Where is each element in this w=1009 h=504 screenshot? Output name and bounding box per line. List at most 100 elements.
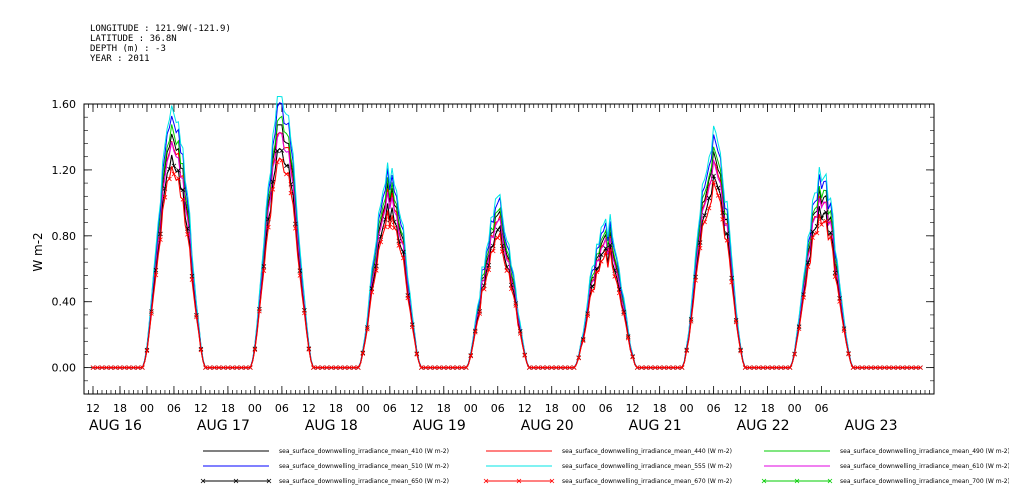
- day-label: AUG 16: [89, 418, 142, 434]
- x-tick-label: 06: [275, 402, 289, 415]
- series-marker: [868, 365, 874, 370]
- series-marker: [864, 365, 869, 370]
- series-marker: [203, 365, 208, 370]
- legend-entry: sea_surface_downwelling_irradiance_mean_…: [840, 448, 1009, 455]
- series-marker: [630, 354, 635, 360]
- series-marker: [216, 365, 222, 370]
- x-tick-label: 00: [356, 402, 370, 415]
- series-marker: [90, 365, 96, 370]
- series-marker: [463, 365, 469, 370]
- series-marker: [95, 365, 100, 370]
- series-marker: [913, 365, 919, 370]
- legend: sea_surface_downwelling_irradiance_mean_…: [200, 448, 1009, 485]
- series-marker: [149, 311, 154, 316]
- series-marker: [693, 278, 698, 283]
- series-marker: [765, 365, 770, 370]
- series-marker: [446, 365, 451, 370]
- day-label: AUG 17: [197, 418, 250, 434]
- series-marker: [616, 290, 622, 296]
- series-marker: [383, 224, 388, 230]
- series-marker: [104, 365, 109, 370]
- series-marker: [859, 365, 865, 370]
- series-marker: [589, 283, 595, 289]
- day-label: AUG 20: [521, 418, 574, 434]
- series-line: [93, 115, 921, 369]
- series-marker: [697, 245, 703, 251]
- legend-marker: [761, 478, 767, 484]
- series-marker: [419, 365, 424, 370]
- series-marker: [517, 331, 523, 336]
- series-marker: [126, 365, 132, 370]
- series-marker: [792, 352, 797, 357]
- series-marker: [580, 338, 586, 343]
- series-marker: [176, 168, 181, 173]
- series-marker: [441, 365, 447, 370]
- series-marker: [684, 348, 689, 354]
- series-marker: [832, 274, 838, 280]
- series-marker: [351, 365, 357, 370]
- legend-entry: sea_surface_downwelling_irradiance_mean_…: [279, 478, 449, 485]
- series-marker: [306, 347, 312, 352]
- series-marker: [207, 365, 213, 370]
- legend-marker: [200, 478, 206, 484]
- series-marker: [828, 234, 833, 240]
- series-marker: [873, 365, 878, 370]
- series-marker: [454, 365, 460, 370]
- series-marker: [810, 229, 815, 234]
- series-marker: [481, 286, 487, 292]
- series-marker: [706, 195, 712, 201]
- series-marker: [720, 217, 725, 222]
- series-marker: [535, 365, 541, 370]
- series-marker: [230, 365, 235, 370]
- series-marker: [180, 187, 186, 193]
- x-tick-label: 12: [302, 402, 316, 415]
- series-marker: [819, 222, 824, 227]
- series-marker: [666, 365, 671, 370]
- series-marker: [410, 324, 415, 330]
- series-marker: [909, 365, 914, 370]
- header-info: LONGITUDE : 121.9W(-121.9) LATITUDE : 36…: [90, 24, 231, 64]
- series-marker: [221, 365, 226, 370]
- series-marker: [603, 246, 608, 251]
- series-marker: [468, 353, 474, 359]
- x-tick-label: 06: [167, 402, 181, 415]
- series-marker: [594, 269, 599, 275]
- series-marker: [594, 266, 599, 271]
- series-marker: [801, 295, 806, 300]
- series-marker: [153, 272, 159, 278]
- series-marker: [490, 248, 496, 254]
- legend-marker: [233, 478, 239, 484]
- legend-marker: [794, 478, 800, 484]
- series-marker: [135, 365, 141, 370]
- series-marker: [733, 319, 739, 325]
- series-marker: [513, 303, 519, 308]
- series-marker: [670, 365, 676, 370]
- series-marker: [787, 365, 793, 370]
- series-marker: [598, 258, 604, 264]
- series-marker: [585, 313, 590, 318]
- series-marker: [162, 195, 168, 200]
- series-marker: [342, 365, 348, 370]
- series-marker: [828, 230, 833, 235]
- legend-entry: sea_surface_downwelling_irradiance_mean_…: [562, 463, 732, 470]
- series-marker: [612, 274, 617, 279]
- series-marker: [774, 365, 779, 370]
- series-marker: [837, 299, 842, 304]
- legend-entry: sea_surface_downwelling_irradiance_mean_…: [840, 478, 1009, 485]
- x-tick-label: 18: [437, 402, 451, 415]
- day-label: AUG 21: [629, 418, 682, 434]
- series-marker: [171, 163, 177, 169]
- legend-entry: sea_surface_downwelling_irradiance_mean_…: [279, 448, 449, 455]
- x-tick-label: 12: [518, 402, 532, 415]
- series-marker: [702, 213, 707, 218]
- series-marker: [108, 365, 114, 370]
- y-tick-label: 0.80: [52, 230, 77, 243]
- series-marker: [886, 365, 892, 370]
- series-marker: [365, 326, 370, 332]
- series-marker: [140, 365, 145, 370]
- series-marker: [459, 365, 465, 370]
- x-tick-label: 00: [140, 402, 154, 415]
- series-marker: [589, 288, 595, 293]
- y-tick-label: 0.40: [52, 296, 77, 309]
